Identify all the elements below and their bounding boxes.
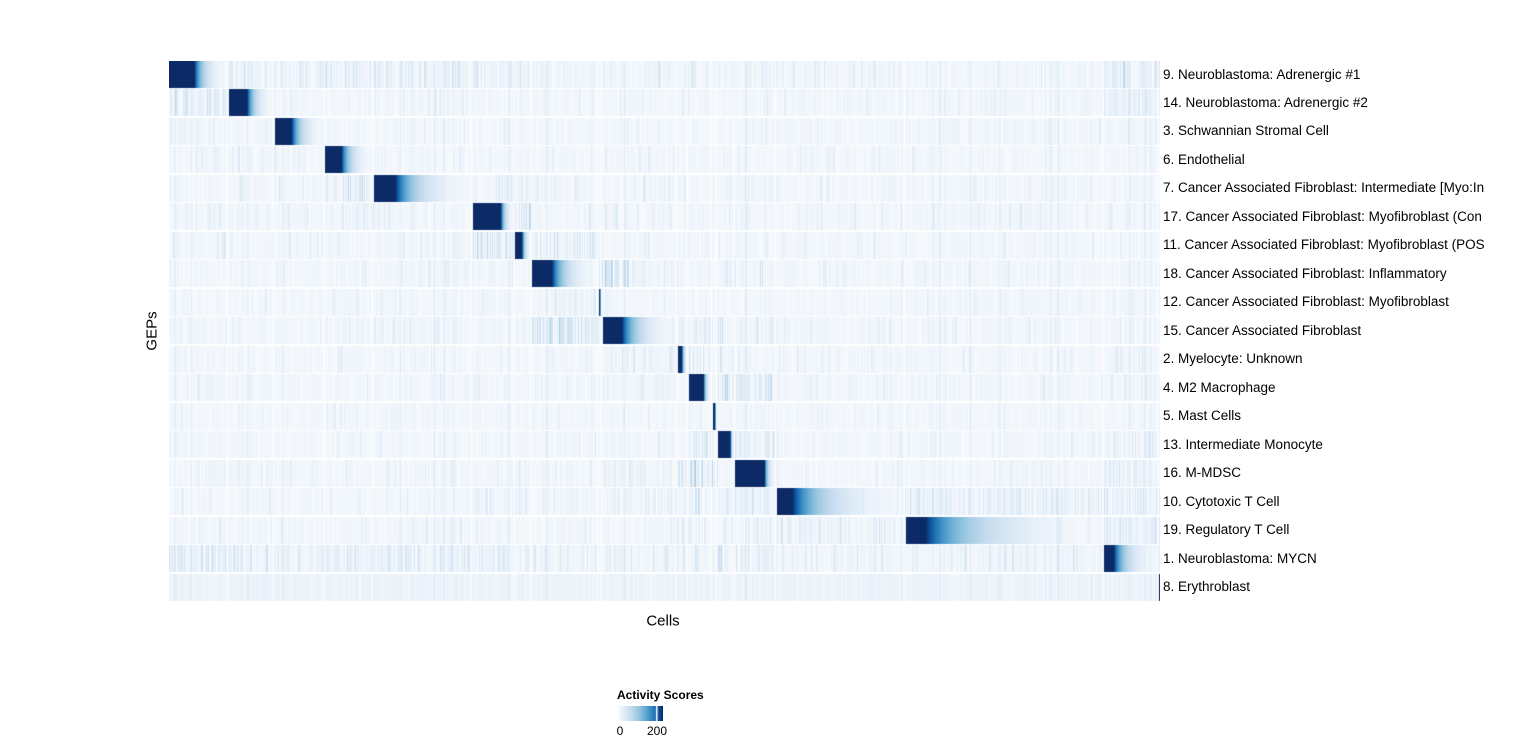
gep-row-label: 19. Regulatory T Cell	[1163, 522, 1290, 538]
gep-row-label: 1. Neuroblastoma: MYCN	[1163, 550, 1317, 566]
gep-row-label: 8. Erythroblast	[1163, 579, 1251, 595]
gep-row-label: 2. Myelocyte: Unknown	[1163, 351, 1303, 367]
gep-row-label: 11. Cancer Associated Fibroblast: Myofib…	[1163, 237, 1485, 253]
gep-row-label: 18. Cancer Associated Fibroblast: Inflam…	[1163, 265, 1447, 281]
gep-row-label: 12. Cancer Associated Fibroblast: Myofib…	[1163, 294, 1449, 310]
gep-row-label: 17. Cancer Associated Fibroblast: Myofib…	[1163, 208, 1482, 224]
gep-row-label: 16. M-MDSC	[1163, 465, 1242, 481]
gep-row-label: 4. M2 Macrophage	[1163, 379, 1276, 395]
gep-row-label: 3. Schwannian Stromal Cell	[1163, 123, 1329, 139]
gep-row-label: 14. Neuroblastoma: Adrenergic #2	[1163, 95, 1368, 110]
gep-row-label: 7. Cancer Associated Fibroblast: Interme…	[1163, 180, 1485, 196]
gep-row-label: 13. Intermediate Monocyte	[1163, 436, 1323, 452]
gep-row-label: 6. Endothelial	[1163, 151, 1245, 167]
gep-row-labels: 9. Neuroblastoma: Adrenergic #1 14. Neuro…	[1163, 61, 1540, 602]
legend: Activity Scores 0 200	[617, 688, 757, 743]
gep-row-label: 5. Mast Cells	[1163, 408, 1242, 424]
gep-row-label: 9. Neuroblastoma: Adrenergic #1	[1163, 66, 1361, 82]
x-axis-title: Cells	[646, 612, 680, 630]
legend-tick-min: 0	[616, 724, 624, 738]
heatmap	[169, 61, 1160, 602]
legend-tick-max: 200	[646, 724, 668, 738]
legend-title: Activity Scores	[617, 688, 704, 702]
legend-colorbar	[617, 706, 663, 721]
gep-row-label: 10. Cytotoxic T Cell	[1163, 493, 1280, 509]
y-axis-title: GEPs	[143, 311, 161, 351]
gep-row-label: 15. Cancer Associated Fibroblast	[1163, 322, 1362, 338]
